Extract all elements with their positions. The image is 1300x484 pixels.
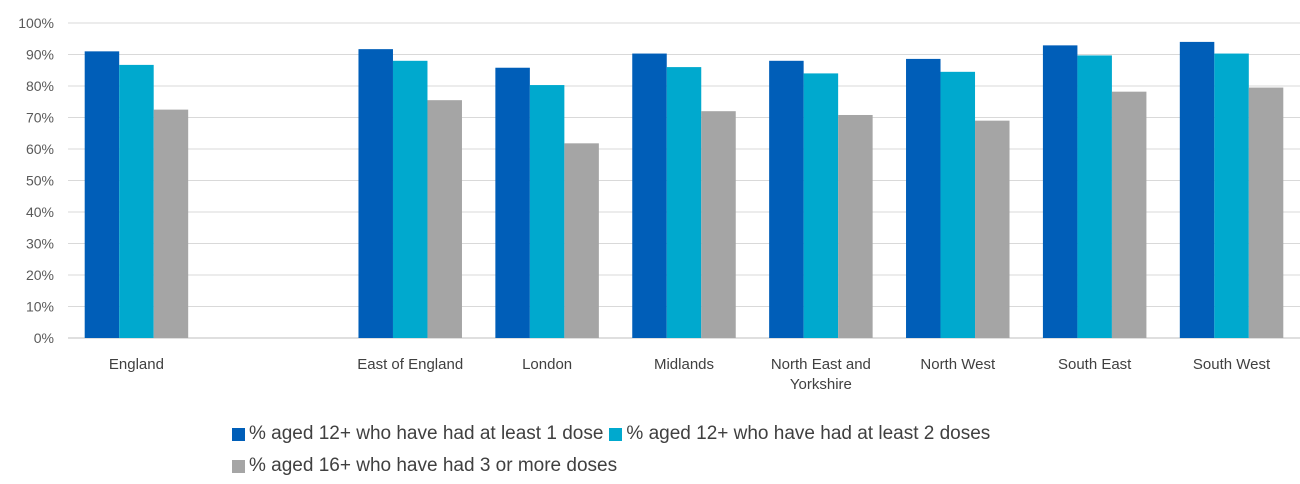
y-tick-label: 100% — [18, 15, 54, 31]
x-category-label: South East — [1058, 356, 1132, 373]
y-tick-label: 50% — [26, 173, 54, 189]
legend-row-2: % aged 16+ who have had 3 or more doses — [232, 450, 1132, 482]
bar-chart: 0% 10% 20% 30% 40% 50% 60% 70% 80% 90% 100% Englan… — [18, 15, 1300, 393]
y-tick-label: 90% — [26, 47, 54, 63]
x-category-label: East of England — [357, 356, 463, 373]
x-category-label: North West — [920, 356, 996, 373]
bar-series-1-midlands — [632, 53, 667, 339]
bar-series-3-midlands — [701, 111, 736, 338]
x-category-label: South West — [1193, 356, 1271, 373]
bar-series-2-london — [529, 85, 565, 339]
bar-series-3-south-east — [1111, 91, 1147, 338]
y-tick-label: 40% — [26, 204, 54, 220]
y-tick-label: 80% — [26, 78, 54, 94]
legend: % aged 12+ who have had at least 1 dose … — [232, 418, 1132, 482]
legend-swatch-series-3 — [232, 459, 245, 473]
legend-item-series-2: % aged 12+ who have had at least 2 doses — [609, 423, 990, 445]
legend-item-series-1: % aged 12+ who have had at least 1 dose — [232, 423, 603, 445]
bar-series-1-south-east — [1042, 45, 1078, 339]
bar-series-3-south-west — [1248, 87, 1284, 338]
y-axis-tick-labels: 0% 10% 20% 30% 40% 50% 60% 70% 80% 90% 100% — [18, 15, 54, 346]
bar-series-2-south-west — [1214, 53, 1249, 339]
bar-series-2-north-east-and-yorkshire — [803, 73, 839, 339]
x-category-label: North East and Yorkshire — [771, 356, 871, 393]
bar-series-2-midlands — [666, 67, 702, 338]
bar-series-3-north-west — [975, 120, 1010, 339]
bars — [84, 41, 1284, 339]
bar-series-2-north-west — [940, 71, 976, 338]
legend-label-series-1: % aged 12+ who have had at least 1 dose — [249, 423, 604, 444]
bar-series-1-north-west — [906, 58, 941, 338]
bar-series-2-south-east — [1077, 55, 1112, 338]
bar-series-3-east-of-england — [427, 100, 462, 338]
y-tick-label: 30% — [26, 236, 54, 252]
bar-series-2-east-of-england — [392, 60, 428, 339]
legend-label-series-3: % aged 16+ who have had 3 or more doses — [249, 455, 618, 476]
x-category-label: England — [109, 356, 164, 373]
legend-swatch-series-2 — [609, 427, 623, 441]
legend-item-series-3: % aged 16+ who have had 3 or more doses — [232, 455, 617, 477]
y-tick-label: 20% — [26, 267, 54, 283]
x-category-label: Midlands — [654, 356, 714, 373]
bar-series-3-england — [153, 109, 189, 338]
x-axis-category-labels: England East of England London Midlands Nort… — [109, 356, 1271, 393]
legend-row-1: % aged 12+ who have had at least 1 dose … — [232, 418, 1132, 450]
bar-series-1-east-of-england — [358, 49, 393, 339]
legend-label-series-2: % aged 12+ who have had at least 2 doses — [626, 423, 991, 444]
y-tick-label: 60% — [26, 141, 54, 157]
y-tick-label: 0% — [34, 330, 54, 346]
bar-series-1-north-east-and-yorkshire — [769, 60, 804, 339]
bar-series-1-england — [84, 51, 120, 338]
x-category-label: London — [522, 356, 572, 373]
bar-series-1-south-west — [1179, 41, 1215, 339]
bar-series-2-england — [119, 64, 154, 339]
legend-swatch-series-1 — [232, 427, 245, 441]
y-tick-label: 10% — [26, 299, 54, 315]
bar-series-1-london — [495, 67, 530, 338]
bar-series-3-london — [564, 143, 599, 338]
bar-series-3-north-east-and-yorkshire — [838, 114, 873, 338]
y-tick-label: 70% — [26, 110, 54, 126]
